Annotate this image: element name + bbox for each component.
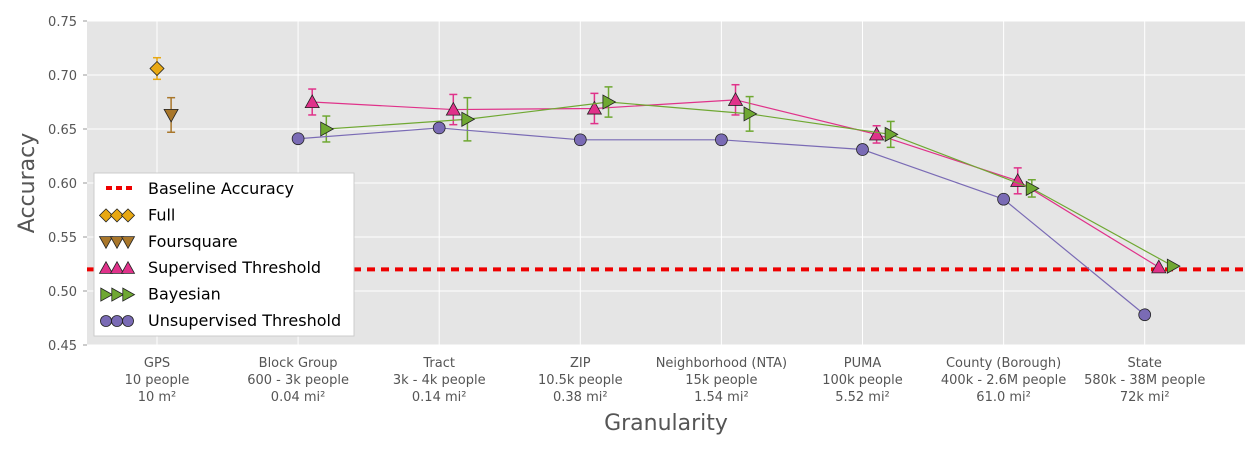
data-point [432, 121, 446, 135]
series-unsupervised-threshold [291, 121, 1152, 322]
legend-marker [109, 208, 125, 223]
y-axis-label: Accuracy [15, 133, 40, 233]
legend-marker [100, 287, 114, 302]
legend-marker [98, 260, 114, 274]
legend-marker [120, 260, 136, 274]
legend-marker [120, 208, 136, 223]
legend-marker [122, 315, 134, 327]
x-tick-label-name: Neighborhood (NTA) [656, 356, 787, 371]
legend-marker [111, 287, 125, 302]
x-tick-label-area: 1.54 mi² [694, 390, 749, 405]
legend-marker [109, 260, 125, 274]
legend-label: Bayesian [148, 285, 221, 304]
data-point [856, 143, 869, 156]
x-tick-label-people: 10.5k people [538, 373, 623, 388]
x-axis-label: Granularity [604, 411, 728, 436]
data-point [304, 94, 320, 108]
data-point [149, 60, 165, 77]
data-point [602, 94, 617, 110]
x-tick-label-people: 580k - 38M people [1084, 373, 1205, 388]
legend-label: Supervised Threshold [148, 258, 321, 277]
x-tick-label-name: ZIP [570, 356, 591, 371]
legend-marker [100, 315, 112, 327]
legend-entry-baseline-accuracy: Baseline Accuracy [106, 179, 294, 198]
legend-marker [98, 208, 114, 223]
legend-entry-bayesian: Bayesian [100, 285, 221, 304]
legend-box [93, 172, 355, 337]
legend: Baseline Accuracy Full Foursquare Supervise… [93, 172, 355, 337]
x-tick-label-area: 61.0 mi² [976, 390, 1031, 405]
data-point [573, 133, 587, 147]
data-point [1025, 180, 1040, 197]
data-point [997, 192, 1010, 206]
legend-entry-unsupervised-threshold: Unsupervised Threshold [100, 311, 341, 330]
legend-label: Full [148, 205, 175, 224]
x-tick-label-people: 10 people [125, 373, 190, 388]
x-axis-ticks: GPS 10 people 10 m² Block Group 600 - 3k peo… [125, 356, 1206, 405]
x-tick-label-people: 3k - 4k people [393, 373, 486, 388]
x-tick-label-people: 100k people [822, 373, 903, 388]
data-point [445, 101, 461, 116]
x-tick-label-area: 0.04 mi² [271, 390, 326, 405]
data-point [1138, 308, 1152, 322]
data-point [743, 106, 758, 122]
data-point [461, 111, 476, 127]
legend-marker [109, 236, 125, 250]
legend-marker [122, 287, 136, 302]
data-point [586, 100, 603, 115]
x-tick-label-name: GPS [144, 356, 170, 371]
x-tick-label-people: 400k - 2.6M people [941, 373, 1066, 388]
y-tick-label: 0.70 [48, 69, 77, 84]
legend-marker [111, 315, 123, 327]
data-point [1166, 258, 1181, 274]
y-axis-ticks: 0.45 0.50 0.55 0.60 0.65 0.70 0.75 [48, 15, 87, 354]
y-tick-label: 0.75 [48, 15, 77, 30]
legend-label: Unsupervised Threshold [148, 311, 341, 330]
series-full [149, 56, 165, 81]
y-tick-label: 0.45 [48, 339, 77, 354]
legend-entry-foursquare: Foursquare [98, 232, 238, 251]
data-point [868, 126, 885, 141]
data-point [320, 121, 335, 137]
legend-marker [120, 236, 136, 250]
legend-entry-full: Full [98, 205, 175, 224]
x-tick-label-area: 5.52 mi² [835, 390, 890, 405]
x-tick-label-name: County (Borough) [946, 356, 1061, 371]
x-tick-label-area: 10 m² [138, 390, 177, 405]
data-point [715, 133, 728, 147]
x-tick-label-area: 0.38 mi² [553, 390, 608, 405]
data-point [1010, 173, 1026, 187]
y-tick-label: 0.55 [48, 231, 77, 246]
x-tick-label-area: 0.14 mi² [412, 390, 467, 405]
legend-label: Baseline Accuracy [148, 179, 294, 198]
series-supervised-threshold [304, 83, 1167, 274]
x-tick-label-people: 600 - 3k people [247, 373, 349, 388]
legend-label: Foursquare [148, 232, 238, 251]
y-tick-label: 0.50 [48, 285, 77, 300]
y-tick-label: 0.65 [48, 123, 77, 138]
x-tick-label-name: Block Group [259, 356, 338, 371]
data-point [727, 92, 744, 106]
data-point [291, 132, 305, 146]
legend-entry-supervised-threshold: Supervised Threshold [98, 258, 321, 277]
series-bayesian [320, 86, 1181, 274]
data-point [1151, 259, 1167, 274]
data-point [163, 108, 179, 123]
y-tick-label: 0.60 [48, 177, 77, 192]
x-tick-label-people: 15k people [685, 373, 757, 388]
x-tick-label-area: 72k mi² [1120, 390, 1170, 405]
legend-marker [98, 236, 114, 250]
series-foursquare [163, 96, 179, 133]
data-point [884, 126, 899, 143]
x-tick-label-name: State [1127, 356, 1161, 371]
series-group [149, 56, 1181, 322]
x-tick-label-name: Tract [422, 356, 455, 371]
x-tick-label-name: PUMA [844, 356, 882, 371]
